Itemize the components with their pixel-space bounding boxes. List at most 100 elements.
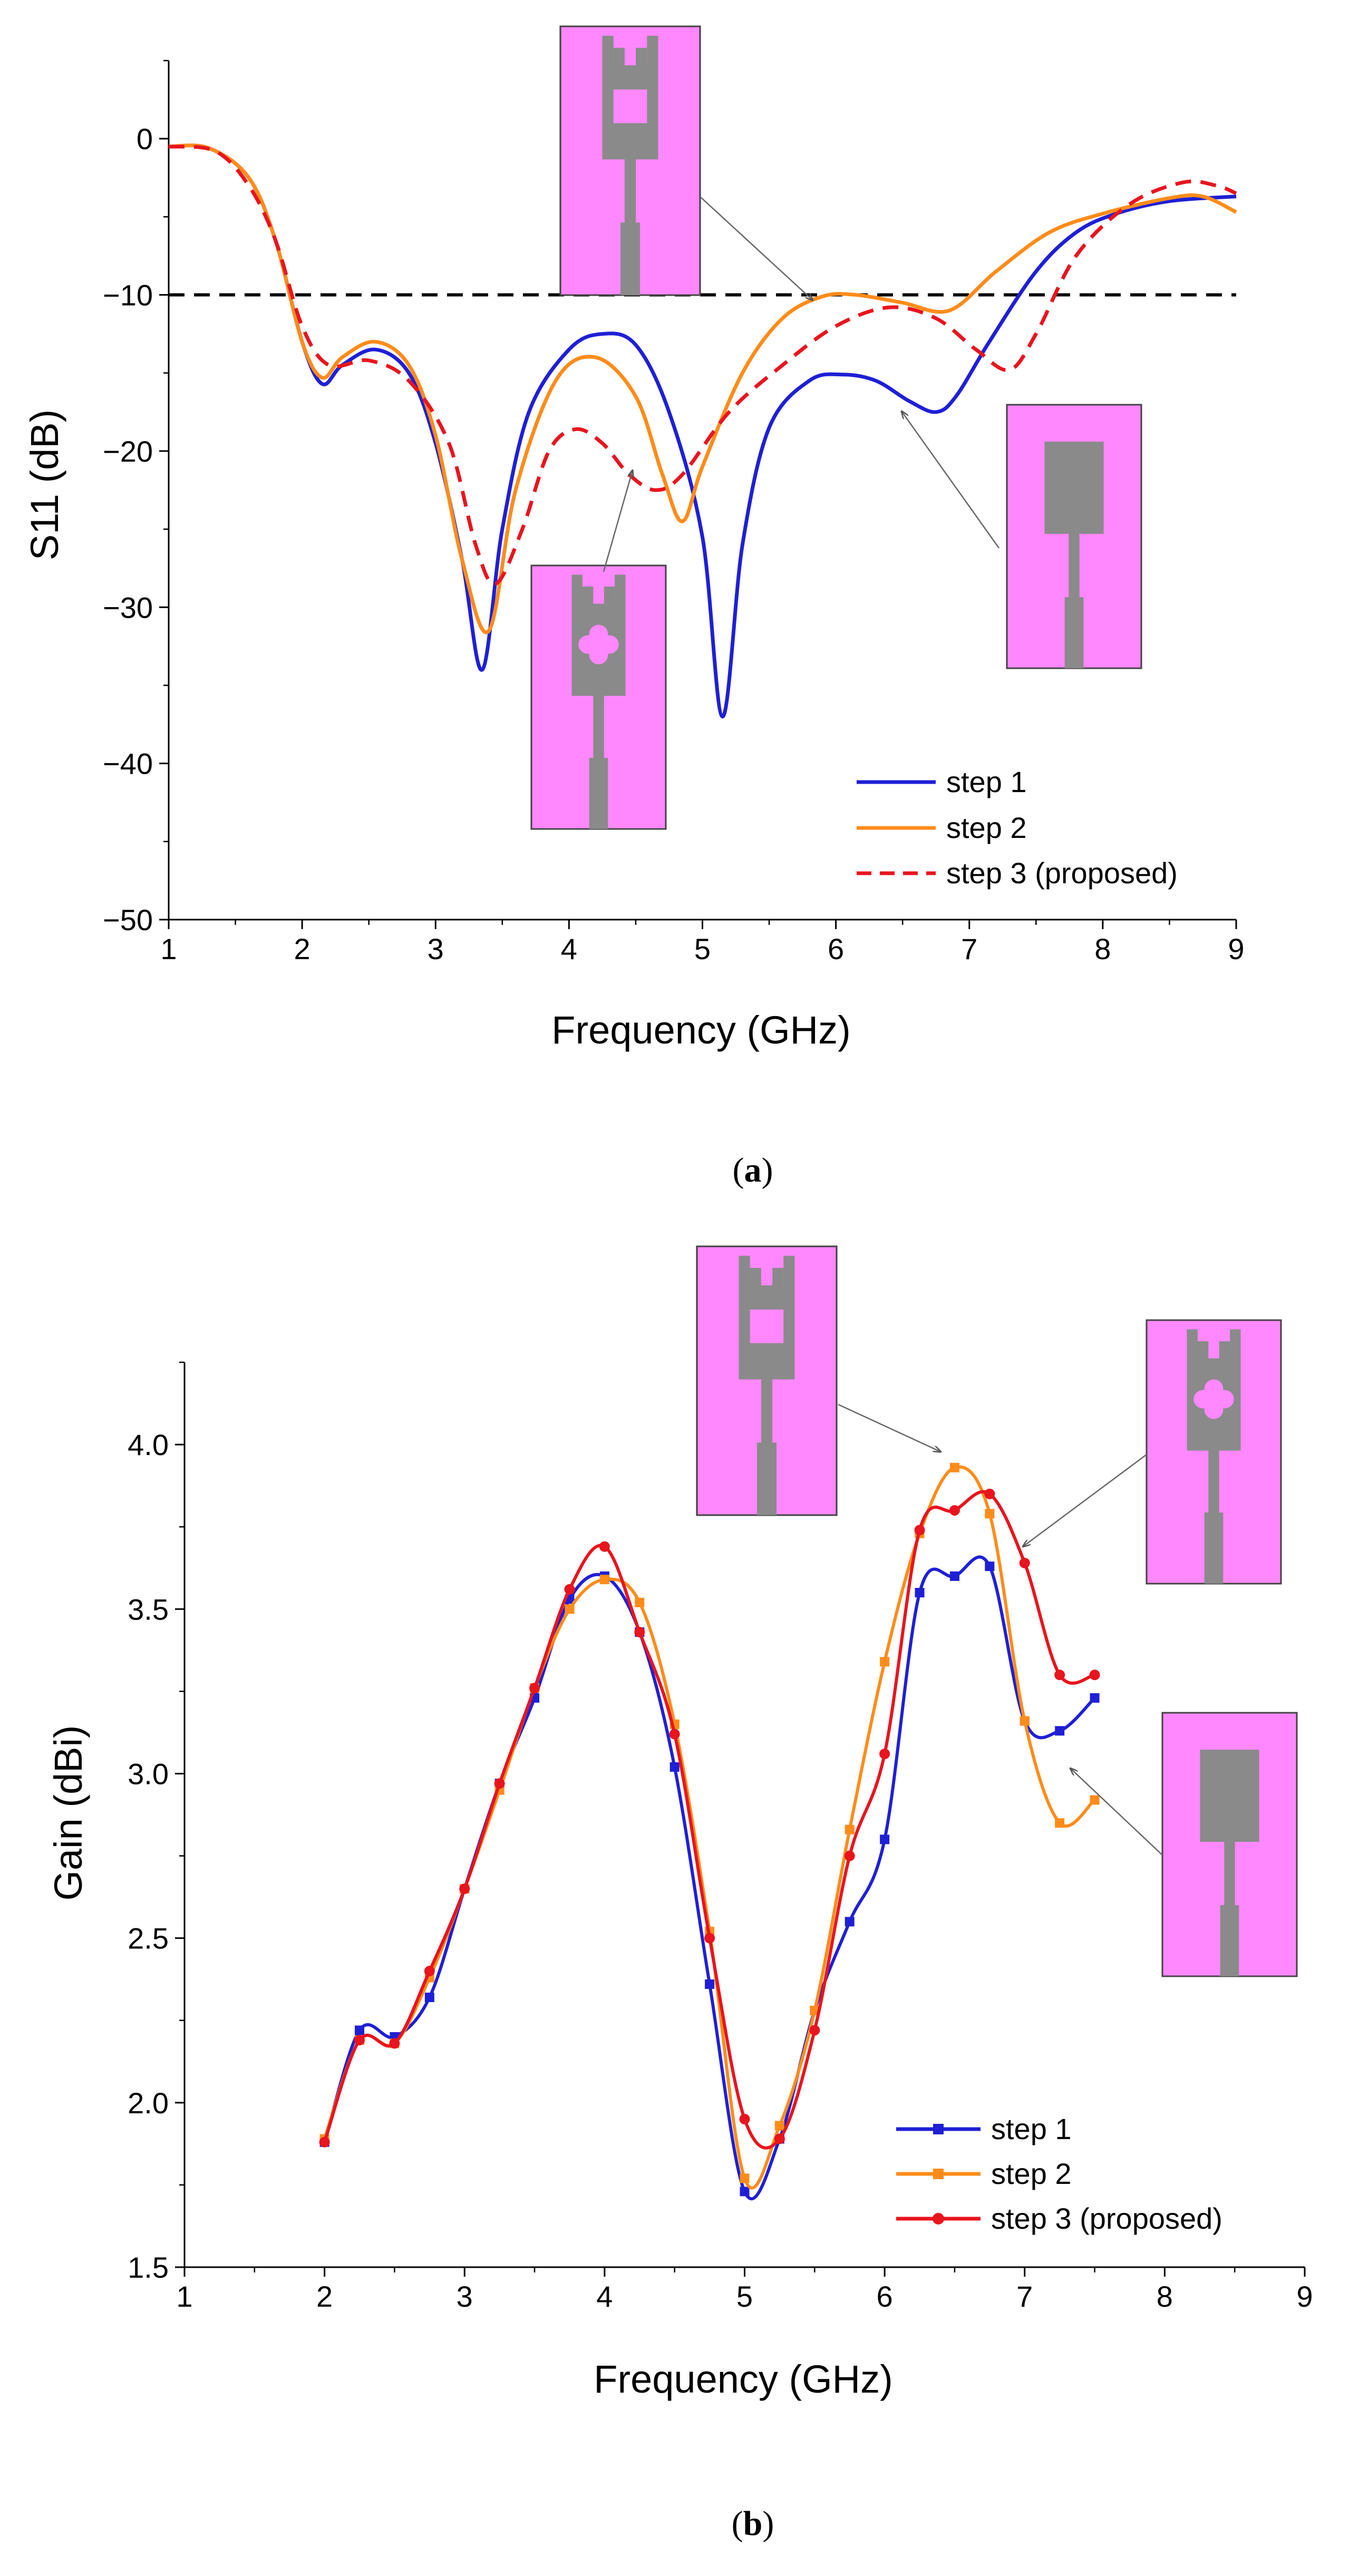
gain-data-point (389, 2038, 400, 2049)
s11-tick-labels: 1 2 3 4 5 6 7 8 9 0 −10 −20 −30 −40 −50 (103, 122, 1245, 965)
gain-data-point (669, 1729, 680, 1740)
gain-axes (175, 1361, 1306, 2277)
s11-inset-arrow-step-2 (701, 197, 813, 300)
s11-series-group (168, 143, 1237, 719)
gain-data-point (915, 1588, 925, 1598)
gain-legend-label-step-3: step 3 (proposed) (991, 2202, 1222, 2235)
gain-chart-panel: 1 2 3 4 5 6 7 8 9 1.5 2.0 2.5 3.0 3.5 4.0 Gain (dBi) F… (46, 1245, 1313, 2543)
gain-series-line-step-3-proposed (323, 1490, 1095, 2150)
gain-data-point (984, 1488, 995, 1499)
s11-x-tick-label: 9 (1228, 932, 1244, 965)
gain-data-point (424, 1966, 435, 1977)
gain-tick-labels: 1 2 3 4 5 6 7 8 9 1.5 2.0 2.5 3.0 3.5 4.0 (128, 1428, 1313, 2313)
gain-data-point (494, 1778, 505, 1789)
gain-data-point (985, 1562, 995, 1572)
gain-y-tick-label: 2.5 (128, 1922, 169, 1955)
gain-legend-item-step-1: step 1 (896, 2112, 1072, 2145)
s11-series-line-step-3-proposed (168, 144, 1237, 586)
gain-x-tick-label: 5 (736, 2280, 753, 2313)
s11-x-tick-label: 5 (694, 932, 711, 965)
gain-data-point (1054, 1670, 1065, 1681)
gain-data-point (845, 1824, 855, 1835)
s11-legend-label-step-2: step 2 (946, 811, 1027, 844)
gain-data-point (565, 1604, 575, 1614)
s11-y-axis-title: S11 (dB) (23, 409, 66, 561)
gain-legend-label-step-1: step 1 (991, 2112, 1072, 2145)
s11-panel-caption: (a) (733, 1151, 773, 1189)
gain-data-point (1090, 1693, 1100, 1703)
s11-legend: step 1 step 2 step 3 (proposed) (857, 765, 1178, 890)
gain-markers-step-3-proposed (319, 1488, 1100, 2148)
s11-legend-item-step-2: step 2 (857, 811, 1027, 844)
gain-data-point (599, 1541, 610, 1552)
s11-y-tick-label: −30 (103, 591, 153, 624)
gain-data-point (1020, 1716, 1030, 1726)
gain-data-point (880, 1835, 890, 1845)
gain-x-axis-title: Frequency (GHz) (594, 2357, 892, 2401)
gain-panel-caption: (b) (732, 2504, 774, 2543)
gain-inset-step-2-antenna (696, 1245, 838, 1516)
s11-legend-item-step-1: step 1 (857, 765, 1027, 798)
gain-data-point (669, 1762, 680, 1772)
gain-y-tick-label: 3.0 (128, 1757, 169, 1790)
gain-data-point (1089, 1670, 1100, 1681)
gain-series-group (319, 1462, 1100, 2201)
s11-y-tick-label: −50 (103, 903, 153, 936)
gain-data-point (740, 2187, 750, 2197)
gain-data-point (705, 1979, 715, 1989)
gain-y-axis-title: Gain (dBi) (46, 1725, 90, 1900)
gain-data-point (949, 1462, 959, 1472)
s11-inset-step-2-antenna (559, 25, 701, 296)
gain-legend-marker-step-2 (933, 2169, 944, 2179)
gain-legend-item-step-2: step 2 (896, 2157, 1072, 2190)
gain-markers-step-1 (319, 1562, 1100, 2197)
s11-x-tick-label: 3 (428, 932, 444, 965)
s11-x-tick-label: 2 (294, 932, 310, 965)
gain-data-point (949, 1505, 960, 1516)
s11-legend-label-step-1: step 1 (946, 765, 1027, 798)
gain-inset-arrow-step-1 (1070, 1768, 1163, 1856)
gain-x-tick-label: 8 (1157, 2280, 1173, 2313)
gain-x-tick-label: 1 (176, 2280, 192, 2313)
s11-x-axis-title: Frequency (GHz) (551, 1008, 850, 1052)
s11-y-tick-label: −10 (103, 279, 153, 312)
gain-data-point (1019, 1557, 1030, 1568)
s11-y-tick-label: −20 (103, 435, 153, 468)
s11-inset-step-1-antenna (1006, 404, 1142, 669)
s11-x-tick-label: 8 (1094, 932, 1111, 965)
s11-chart-panel: 1 2 3 4 5 6 7 8 9 0 −10 −20 −30 −40 −50 S11 (dB) Frequ… (23, 25, 1245, 1189)
gain-x-tick-label: 2 (316, 2280, 333, 2313)
s11-inset-step-3-antenna (530, 564, 667, 830)
gain-inset-step-1-antenna (1161, 1712, 1298, 1977)
gain-markers-step-2 (319, 1462, 1100, 2183)
gain-data-point (809, 2025, 820, 2036)
gain-legend-marker-step-1 (933, 2124, 944, 2134)
gain-data-point (634, 1626, 645, 1637)
s11-x-tick-label: 7 (961, 932, 977, 965)
gain-data-point (844, 1850, 855, 1861)
gain-data-point (704, 1933, 715, 1944)
gain-legend-marker-step-3 (933, 2213, 944, 2224)
s11-inset-arrow-step-3 (603, 470, 633, 572)
gain-data-point (774, 2133, 785, 2144)
gain-legend-label-step-2: step 2 (991, 2157, 1072, 2190)
gain-inset-step-3-antenna (1146, 1319, 1282, 1585)
gain-data-point (949, 1571, 959, 1581)
gain-y-tick-label: 2.0 (128, 2086, 169, 2120)
s11-series-line-step-2 (168, 143, 1237, 635)
gain-x-tick-label: 7 (1016, 2280, 1033, 2313)
gain-data-point (739, 2114, 750, 2125)
s11-y-tick-label: −40 (103, 747, 153, 780)
gain-y-tick-label: 4.0 (128, 1428, 169, 1461)
gain-data-point (845, 1917, 855, 1927)
gain-data-point (1055, 1726, 1065, 1736)
gain-data-point (740, 2173, 750, 2183)
s11-axes (159, 60, 1237, 929)
s11-inset-arrow-step-1 (901, 411, 1000, 549)
gain-data-point (774, 2121, 784, 2131)
s11-y-tick-label: 0 (137, 122, 153, 155)
gain-data-point (564, 1584, 575, 1595)
s11-x-tick-label: 6 (828, 932, 844, 965)
gain-data-point (1090, 1795, 1100, 1805)
